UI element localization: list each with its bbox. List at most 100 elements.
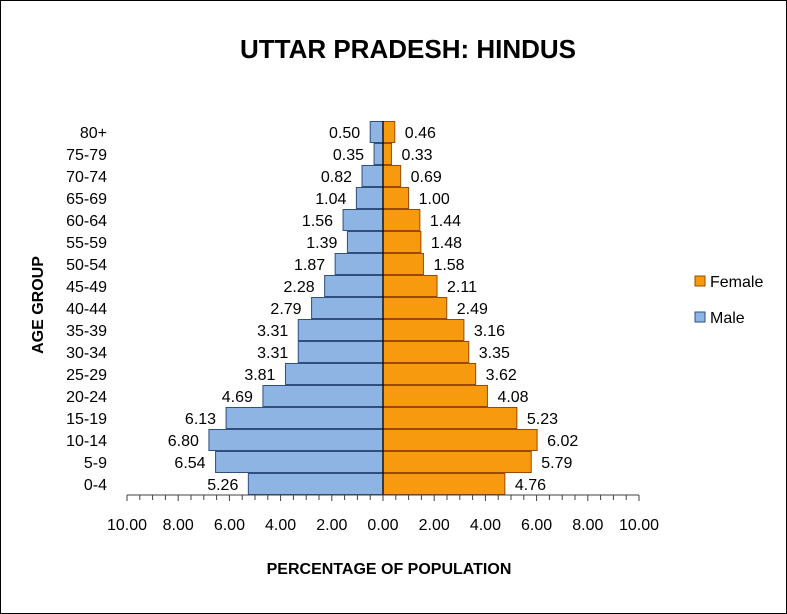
bar-male-30-34 (297, 341, 384, 363)
data-label-female-40-44: 2.49 (457, 301, 488, 318)
category-label-5-9: 5-9 (84, 455, 107, 472)
data-label-male-10-14: 6.80 (168, 433, 199, 450)
data-label-male-25-29: 3.81 (244, 367, 275, 384)
category-label-35-39: 35-39 (66, 323, 107, 340)
data-label-male-0-4: 5.26 (207, 477, 238, 494)
data-label-female-35-39: 3.16 (474, 323, 505, 340)
bar-male-35-39 (297, 319, 384, 341)
data-label-male-65-69: 1.04 (315, 191, 346, 208)
bar-female-35-39 (382, 319, 465, 341)
bar-female-40-44 (382, 297, 448, 319)
bar-female-5-9 (382, 451, 532, 473)
data-label-male-75-79: 0.35 (333, 147, 364, 164)
data-label-male-55-59: 1.39 (306, 235, 337, 252)
category-label-25-29: 25-29 (66, 367, 107, 384)
bar-male-20-24 (262, 385, 384, 407)
category-label-80+: 80+ (80, 125, 107, 142)
category-label-60-64: 60-64 (66, 213, 107, 230)
bar-male-10-14 (208, 429, 384, 451)
category-label-50-54: 50-54 (66, 257, 107, 274)
x-tick-label: 10.00 (107, 517, 147, 534)
bar-male-50-54 (334, 253, 384, 275)
data-label-female-45-49: 2.11 (447, 279, 477, 296)
category-label-55-59: 55-59 (66, 235, 107, 252)
data-label-male-70-74: 0.82 (321, 169, 352, 186)
legend-swatch-female (694, 275, 706, 287)
data-label-female-5-9: 5.79 (541, 455, 572, 472)
axis-layer: 10.00 8.00 6.00 4.00 2.00 0.00 2.00 4.00 6.00 8.0… (107, 121, 659, 534)
bar-female-0-4 (382, 473, 506, 495)
data-label-male-5-9: 6.54 (174, 455, 205, 472)
bar-male-15-19 (225, 407, 384, 429)
x-tick-label: 8.00 (163, 517, 194, 534)
bar-female-80+ (382, 121, 396, 143)
x-tick-label: 8.00 (572, 517, 603, 534)
data-label-female-80+: 0.46 (405, 125, 436, 142)
x-tick-label: 10.00 (619, 517, 659, 534)
bar-male-25-29 (284, 363, 384, 385)
category-label-15-19: 15-19 (66, 411, 107, 428)
legend-label-male: Male (710, 310, 745, 327)
category-label-20-24: 20-24 (66, 389, 107, 406)
data-label-female-10-14: 6.02 (547, 433, 578, 450)
bar-male-80+ (369, 121, 384, 143)
category-label-10-14: 10-14 (66, 433, 107, 450)
data-label-female-55-59: 1.48 (431, 235, 462, 252)
category-label-40-44: 40-44 (66, 301, 107, 318)
data-label-male-45-49: 2.28 (283, 279, 314, 296)
category-label-70-74: 70-74 (66, 169, 107, 186)
category-label-75-79: 75-79 (66, 147, 107, 164)
bar-male-65-69 (355, 187, 384, 209)
bar-female-20-24 (382, 385, 488, 407)
data-label-female-30-34: 3.35 (479, 345, 510, 362)
data-label-male-15-19: 6.13 (185, 411, 216, 428)
bar-female-55-59 (382, 231, 422, 253)
data-label-male-35-39: 3.31 (257, 323, 288, 340)
data-label-male-80+: 0.50 (329, 125, 360, 142)
x-tick-label: 2.00 (419, 517, 450, 534)
y-axis-title: AGE GROUP (30, 256, 47, 354)
data-label-male-60-64: 1.56 (302, 213, 333, 230)
data-label-male-20-24: 4.69 (222, 389, 253, 406)
x-axis-title: PERCENTAGE OF POPULATION (267, 561, 512, 578)
bar-female-60-64 (382, 209, 421, 231)
bar-female-65-69 (382, 187, 410, 209)
x-tick-label: 4.00 (265, 517, 296, 534)
data-label-female-0-4: 4.76 (515, 477, 546, 494)
bar-female-70-74 (382, 165, 402, 187)
x-tick-label: 6.00 (214, 517, 245, 534)
legend-label-female: Female (710, 274, 763, 291)
bar-female-75-79 (382, 143, 392, 165)
bar-male-5-9 (215, 451, 384, 473)
data-label-male-40-44: 2.79 (270, 301, 301, 318)
bar-male-70-74 (361, 165, 384, 187)
chart-title: UTTAR PRADESH: HINDUS (240, 34, 576, 64)
data-label-female-20-24: 4.08 (497, 389, 528, 406)
bar-male-55-59 (346, 231, 384, 253)
bar-male-40-44 (311, 297, 384, 319)
data-label-female-50-54: 1.58 (433, 257, 464, 274)
x-tick-label: 2.00 (316, 517, 347, 534)
bar-female-30-34 (382, 341, 470, 363)
legend-swatch-male (694, 311, 706, 323)
bar-male-45-49 (324, 275, 384, 297)
legend: Female Male (694, 274, 763, 327)
data-label-female-70-74: 0.69 (411, 169, 442, 186)
bar-male-60-64 (342, 209, 384, 231)
data-label-male-50-54: 1.87 (294, 257, 325, 274)
data-label-female-65-69: 1.00 (419, 191, 450, 208)
bar-female-15-19 (382, 407, 518, 429)
data-label-female-60-64: 1.44 (430, 213, 461, 230)
bar-male-0-4 (247, 473, 384, 495)
bar-female-10-14 (382, 429, 538, 451)
x-tick-label: 4.00 (470, 517, 501, 534)
bar-male-75-79 (373, 143, 384, 165)
bar-female-50-54 (382, 253, 424, 275)
category-label-45-49: 45-49 (66, 279, 107, 296)
x-tick-label: 0.00 (367, 517, 398, 534)
category-label-30-34: 30-34 (66, 345, 107, 362)
category-label-0-4: 0-4 (84, 477, 107, 494)
data-label-female-15-19: 5.23 (527, 411, 558, 428)
